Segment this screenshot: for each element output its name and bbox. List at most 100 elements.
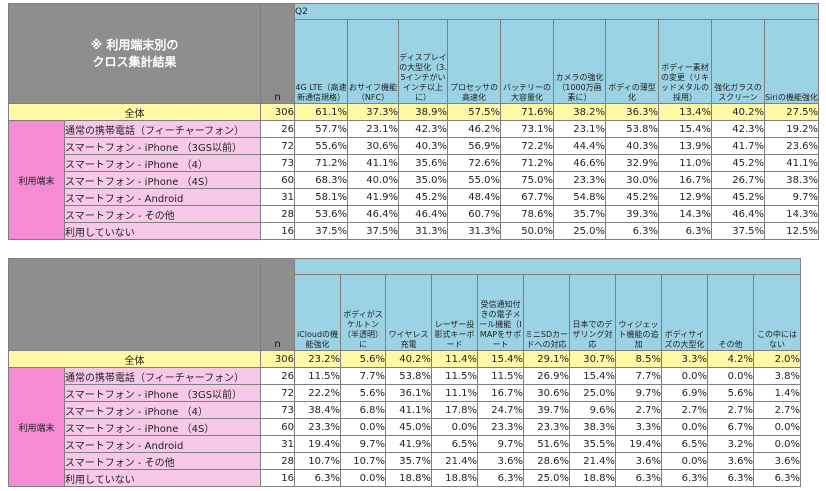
value-cell: 5.6%	[707, 384, 754, 402]
value-cell: 6.9%	[661, 384, 708, 402]
row-n: 72	[260, 137, 295, 155]
row-label: 利用していない	[64, 222, 261, 240]
cross-tab-table-1: ※ 利用端末別の クロス集計結果 n Q2 4G LTE（高速新通信規格） おサイ…	[8, 3, 819, 240]
column-header: プロセッサの高速化	[447, 19, 501, 104]
value-cell: 22.2%	[294, 384, 341, 402]
value-cell: 36.1%	[385, 384, 432, 402]
value-cell: 39.7%	[523, 401, 570, 419]
value-cell: 41.9%	[347, 188, 399, 206]
column-header: ボディの薄型化	[605, 19, 659, 104]
total-value-cell: 37.3%	[347, 103, 399, 121]
value-cell: 53.6%	[294, 205, 348, 223]
n-header: n	[260, 3, 295, 104]
question-label: Q2	[294, 3, 819, 20]
value-cell: 19.4%	[615, 435, 662, 453]
value-cell: 53.8%	[605, 120, 659, 138]
value-cell: 41.1%	[764, 154, 819, 172]
row-n: 28	[260, 205, 295, 223]
value-cell: 3.2%	[707, 435, 754, 453]
column-header: ワイヤレス充電	[385, 274, 432, 351]
value-cell: 40.3%	[398, 137, 448, 155]
row-n: 31	[260, 188, 295, 206]
value-cell: 0.0%	[707, 367, 754, 385]
total-value-cell: 29.1%	[523, 350, 570, 368]
value-cell: 2.7%	[661, 401, 708, 419]
value-cell: 9.7%	[764, 188, 819, 206]
table-row: スマートフォン - iPhone （4） 73 38.4% 6.8% 41.1% 17.8…	[9, 401, 801, 419]
total-n: 306	[260, 350, 295, 368]
table-row: スマートフォン - Android 31 19.4% 9.7% 41.9% 6.5% 9.7…	[9, 435, 801, 453]
n-header: n	[260, 258, 295, 351]
total-value-cell: 57.5%	[447, 103, 501, 121]
row-n: 26	[260, 120, 295, 138]
table-row: スマートフォン - iPhone （4S） 60 68.3% 40.0% 35.0% 55…	[9, 171, 819, 189]
column-header: レーザー投影式キーボード	[431, 274, 478, 351]
value-cell: 57.7%	[294, 120, 348, 138]
value-cell: 11.1%	[431, 384, 478, 402]
value-cell: 9.7%	[340, 435, 386, 453]
row-n: 26	[260, 367, 295, 385]
row-label: スマートフォン - iPhone （4）	[64, 401, 261, 419]
value-cell: 42.3%	[398, 120, 448, 138]
value-cell: 13.9%	[658, 137, 712, 155]
table-row: 利用端末 通常の携帯電話（フィーチャーフォン） 26 57.7% 23.1% 42.3% 4…	[8, 120, 819, 240]
value-cell: 54.8%	[553, 188, 606, 206]
value-cell: 40.3%	[605, 137, 659, 155]
value-cell: 55.0%	[447, 171, 501, 189]
value-cell: 10.7%	[294, 452, 341, 470]
total-value-cell: 5.6%	[340, 350, 386, 368]
value-cell: 25.0%	[523, 469, 570, 487]
total-value-cell: 38.9%	[398, 103, 448, 121]
table-row: 利用していない 16 37.5% 37.5% 31.3% 31.3% 50.0% 25.0% 6…	[9, 222, 819, 240]
table-row: スマートフォン - iPhone （4） 73 71.2% 41.1% 35.6% 72.…	[9, 154, 819, 172]
total-row-label: 全体	[8, 103, 261, 121]
value-cell: 2.7%	[615, 401, 662, 419]
value-cell: 19.4%	[294, 435, 341, 453]
value-cell: 3.6%	[477, 452, 524, 470]
value-cell: 0.0%	[661, 452, 708, 470]
row-label: スマートフォン - Android	[64, 188, 261, 206]
total-value-cell: 40.2%	[711, 103, 765, 121]
value-cell: 6.8%	[340, 401, 386, 419]
value-cell: 3.6%	[615, 452, 662, 470]
value-cell: 23.3%	[523, 418, 570, 436]
value-cell: 0.0%	[431, 418, 478, 436]
total-value-cell: 38.2%	[553, 103, 606, 121]
value-cell: 53.8%	[385, 367, 432, 385]
value-cell: 0.0%	[661, 418, 708, 436]
column-header: 受信通知付きの電子メール機能（IMAPをサポート	[477, 274, 524, 351]
row-n: 72	[260, 384, 295, 402]
row-label: 通常の携帯電話（フィーチャーフォン）	[64, 367, 261, 385]
table-row: スマートフォン - iPhone （3GS以前） 72 55.6% 30.6% 40.3…	[9, 137, 819, 155]
value-cell: 44.4%	[553, 137, 606, 155]
column-header: iCloudの機能強化	[294, 274, 341, 351]
row-label: 利用していない	[64, 469, 261, 487]
value-cell: 3.8%	[753, 367, 801, 385]
value-cell: 23.6%	[764, 137, 819, 155]
value-cell: 14.3%	[764, 205, 819, 223]
value-cell: 11.0%	[658, 154, 712, 172]
value-cell: 0.0%	[661, 367, 708, 385]
value-cell: 11.5%	[431, 367, 478, 385]
value-cell: 3.6%	[707, 452, 754, 470]
table-row: スマートフォン - その他 28 10.7% 10.7% 35.7% 21.4% 3.6% 2…	[9, 452, 801, 470]
value-cell: 71.2%	[500, 154, 554, 172]
value-cell: 38.4%	[294, 401, 341, 419]
value-cell: 18.8%	[385, 469, 432, 487]
value-cell: 6.3%	[605, 222, 659, 240]
total-value-cell: 30.7%	[569, 350, 616, 368]
row-label: スマートフォン - その他	[64, 452, 261, 470]
value-cell: 46.4%	[398, 205, 448, 223]
value-cell: 21.4%	[431, 452, 478, 470]
row-n: 60	[260, 418, 295, 436]
value-cell: 50.0%	[500, 222, 554, 240]
value-cell: 41.9%	[385, 435, 432, 453]
total-value-cell: 27.5%	[764, 103, 819, 121]
value-cell: 2.7%	[753, 401, 801, 419]
value-cell: 11.5%	[294, 367, 341, 385]
row-label: 通常の携帯電話（フィーチャーフォン）	[64, 120, 261, 138]
value-cell: 78.6%	[500, 205, 554, 223]
table-row: スマートフォン - その他 28 53.6% 46.4% 46.4% 60.7% 78.6%…	[9, 205, 819, 223]
value-cell: 42.3%	[711, 120, 765, 138]
column-header: ボディー素材の変更（リキッドメタルの採用）	[658, 19, 712, 104]
